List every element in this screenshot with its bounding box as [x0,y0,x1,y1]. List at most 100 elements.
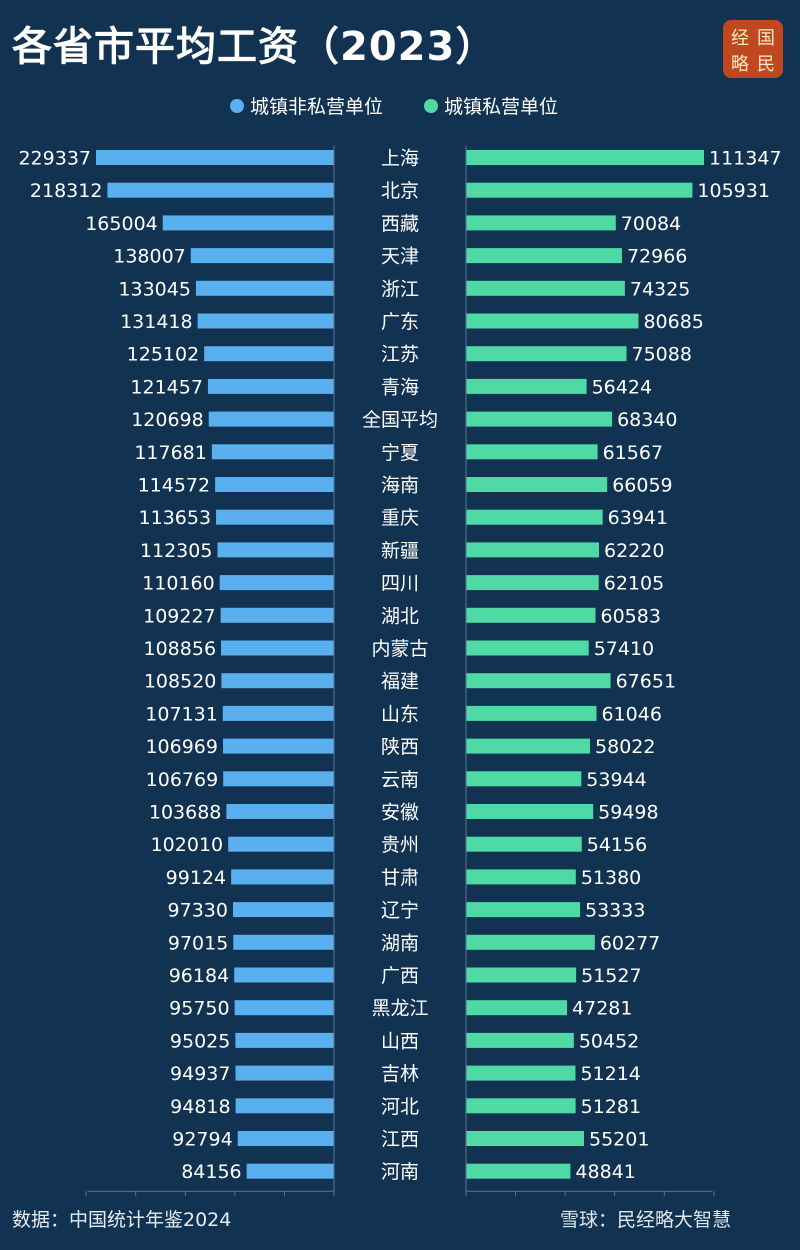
data-label-non-private: 96184 [169,965,229,987]
data-label-non-private: 125102 [127,344,200,366]
data-label-private: 51281 [581,1096,641,1118]
data-label-private: 111347 [709,148,782,170]
bar-private [466,411,613,427]
category-label: 北京 [381,180,419,202]
category-label: 山西 [381,1030,419,1052]
bar-private [466,607,596,623]
bar-private [466,771,582,787]
category-label: 吉林 [381,1063,419,1085]
data-label-private: 51380 [581,867,641,889]
data-label-non-private: 84156 [181,1161,241,1183]
logo-char: 略 [731,54,749,75]
brand-logo: 经 国 略 民 [723,20,783,78]
category-label: 海南 [381,475,419,497]
bar-non-private [235,1032,334,1048]
data-label-private: 62105 [604,573,664,595]
bar-non-private [226,804,334,819]
bar-non-private [222,705,334,721]
data-label-non-private: 99124 [166,867,226,889]
category-label: 河北 [381,1096,419,1118]
data-label-private: 59498 [598,802,658,824]
data-label-private: 53333 [585,900,645,922]
legend-item-non-private: 城镇非私营单位 [230,92,383,119]
category-label: 云南 [381,769,419,791]
category-label: 辽宁 [381,900,419,922]
bar-private [466,738,591,754]
legend-label: 城镇非私营单位 [250,96,384,118]
bar-non-private [233,934,334,950]
data-label-private: 54156 [587,834,647,856]
bar-private [466,575,599,591]
data-label-private: 80685 [643,311,703,333]
bar-non-private [190,248,334,264]
legend-swatch [230,98,244,113]
data-label-non-private: 112305 [140,540,213,562]
data-label-non-private: 102010 [151,834,224,856]
bar-private [466,1032,574,1048]
bar-non-private [204,346,334,362]
data-label-non-private: 218312 [30,180,103,202]
data-label-non-private: 95025 [170,1030,230,1052]
bar-private [466,1131,584,1146]
data-label-private: 53944 [586,769,646,791]
data-label-private: 60583 [600,605,660,627]
category-label: 黑龙江 [371,998,428,1020]
data-label-private: 105931 [697,180,770,202]
data-label-non-private: 107131 [145,703,218,725]
category-label: 全国平均 [362,409,438,431]
legend-swatch [424,98,438,113]
bar-non-private [195,280,334,296]
category-label: 安徽 [381,802,419,824]
data-label-private: 48841 [575,1161,635,1183]
data-label-private: 55201 [589,1129,649,1151]
data-label-non-private: 108520 [144,671,217,693]
bar-private [466,477,608,492]
data-label-non-private: 114572 [138,475,211,497]
data-label-non-private: 121457 [130,376,203,398]
bar-private [466,967,577,983]
category-label: 西藏 [381,213,419,235]
category-label: 新疆 [381,540,419,562]
bar-non-private [221,673,334,689]
data-label-non-private: 97330 [168,900,228,922]
bar-non-private [223,771,334,787]
data-label-private: 51214 [580,1063,640,1085]
bar-private [466,378,587,394]
chart-legend: 城镇非私营单位 城镇私营单位 [0,92,800,118]
data-label-non-private: 131418 [120,311,193,333]
data-label-private: 51527 [581,965,641,987]
data-label-private: 61567 [603,442,663,464]
data-label-non-private: 106969 [145,736,218,758]
data-label-private: 72966 [627,246,687,268]
data-label-non-private: 133045 [118,278,191,300]
bar-private [466,1163,571,1179]
bar-non-private [211,444,334,460]
category-label: 上海 [381,148,419,170]
bar-non-private [217,542,334,558]
data-label-private: 57410 [594,638,654,660]
data-label-non-private: 94937 [170,1063,230,1085]
logo-char: 民 [757,54,775,75]
bar-non-private [237,1131,334,1146]
data-label-private: 75088 [631,344,691,366]
data-label-non-private: 106769 [146,769,219,791]
data-label-non-private: 94818 [170,1096,230,1118]
category-label: 青海 [381,376,419,398]
bar-private [466,346,627,362]
category-label: 福建 [381,671,419,693]
category-label: 湖北 [381,605,419,627]
category-label: 湖南 [381,932,419,954]
data-label-non-private: 110160 [142,573,215,595]
bar-private [466,182,693,198]
bar-non-private [235,1098,334,1114]
data-label-non-private: 113653 [139,507,212,529]
bar-non-private [222,738,334,754]
category-label: 河南 [381,1161,419,1183]
bar-private [466,1065,576,1081]
data-label-non-private: 120698 [131,409,204,431]
data-label-private: 50452 [579,1030,639,1052]
watermark-text: 雪球：民经略大智慧 [560,1209,732,1231]
data-label-non-private: 109227 [143,605,216,627]
legend-label: 城镇私营单位 [444,96,559,118]
